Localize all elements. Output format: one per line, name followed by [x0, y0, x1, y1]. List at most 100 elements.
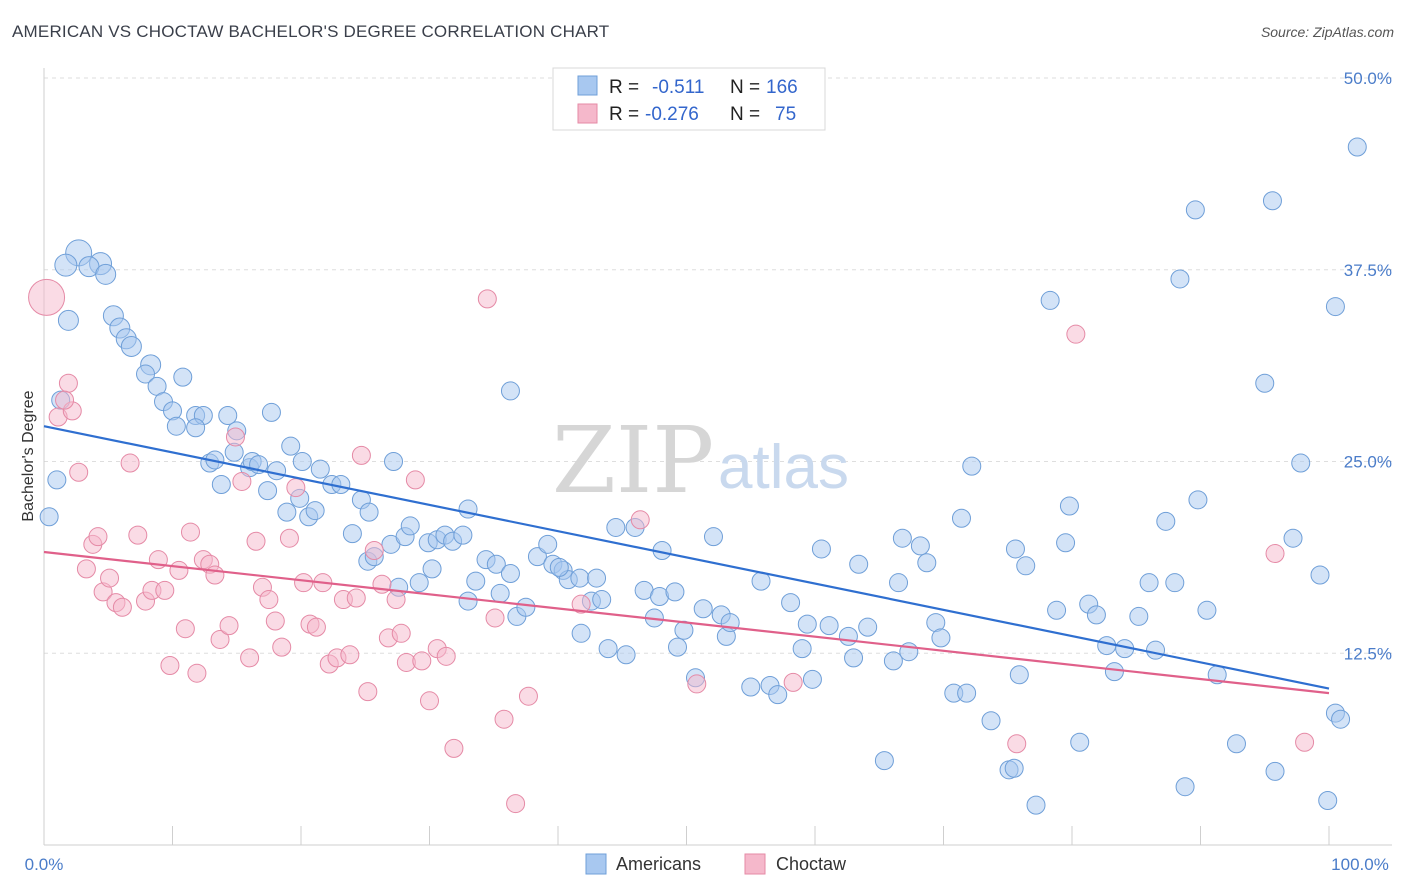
chart-title: AMERICAN VS CHOCTAW BACHELOR'S DEGREE CO… [12, 22, 610, 41]
data-point [175, 619, 195, 639]
data-point [1066, 324, 1086, 344]
data-point [587, 568, 607, 588]
data-point [294, 573, 314, 593]
data-point [703, 527, 723, 547]
data-point [386, 590, 406, 610]
data-point [538, 534, 558, 554]
legend-box [552, 67, 826, 131]
data-point [458, 499, 478, 519]
data-point [477, 289, 497, 309]
data-point [409, 573, 429, 593]
source-note: Source: ZipAtlas.com [1260, 24, 1394, 40]
data-point [802, 669, 822, 689]
data-point [166, 416, 186, 436]
data-point [598, 639, 618, 659]
data-point [1156, 511, 1176, 531]
data-point [506, 794, 526, 814]
data-point [58, 373, 78, 393]
legend-n-label-americans: N = [730, 77, 760, 98]
data-point [1129, 606, 1149, 626]
data-point [232, 471, 252, 491]
data-point [391, 623, 411, 643]
data-point [436, 646, 456, 666]
data-point [1188, 490, 1208, 510]
y-tick-labels: 12.5% 25.0% 37.5% 50.0% [1344, 69, 1392, 663]
data-point [527, 547, 547, 567]
data-point [1331, 709, 1351, 729]
data-point [606, 517, 626, 537]
data-point [120, 335, 142, 357]
bottom-legend-label-americans: Americans [616, 854, 701, 874]
data-point [797, 614, 817, 634]
data-point [1262, 191, 1282, 211]
top-legend: R = -0.511 N = 166 R = -0.276 N = 75 [552, 67, 826, 131]
data-point [305, 501, 325, 521]
data-point [466, 571, 486, 591]
x-tick-labels: 0.0% 100.0% [25, 826, 1389, 874]
data-point [420, 691, 439, 711]
data-point [570, 568, 590, 588]
data-point [1197, 600, 1217, 620]
data-point [1086, 605, 1106, 625]
data-point [218, 405, 238, 425]
bottom-legend-swatch-choctaw [744, 853, 766, 875]
bottom-legend: Americans Choctaw [585, 853, 847, 875]
data-point [1097, 636, 1117, 656]
data-point [571, 623, 591, 643]
x-tick-label: 0.0% [25, 855, 64, 874]
data-point [783, 672, 803, 692]
data-point [155, 580, 175, 600]
data-point [571, 594, 591, 614]
data-point [267, 461, 287, 481]
legend-r-value-americans: -0.511 [652, 77, 704, 98]
watermark: ZIP atlas [552, 407, 849, 514]
data-point [1175, 777, 1195, 797]
y-tick-label: 12.5% [1344, 644, 1392, 663]
data-point [1295, 732, 1315, 752]
data-point [1185, 200, 1205, 220]
bottom-legend-swatch-americans [585, 853, 607, 875]
data-point [28, 278, 66, 316]
y-tick-label: 25.0% [1344, 453, 1392, 472]
data-point [1283, 528, 1303, 548]
data-point [246, 531, 266, 551]
data-point [1047, 600, 1067, 620]
data-point [205, 565, 225, 585]
data-point [981, 711, 1001, 731]
data-point [1170, 269, 1190, 289]
data-point [1265, 761, 1285, 781]
data-point [160, 656, 180, 676]
data-point [258, 481, 278, 501]
data-point [490, 583, 510, 603]
data-point [340, 645, 360, 665]
series-points [39, 137, 1367, 815]
data-point [1165, 573, 1185, 593]
watermark-zip: ZIP [552, 407, 714, 514]
data-point [883, 651, 903, 671]
bottom-legend-label-choctaw: Choctaw [776, 854, 847, 874]
data-point [54, 253, 78, 277]
data-point [1347, 137, 1367, 157]
data-point [265, 611, 285, 631]
data-point [211, 475, 231, 495]
axes [43, 68, 1392, 846]
data-point [1059, 496, 1079, 516]
trend-line [43, 425, 1330, 690]
data-point [95, 263, 117, 285]
data-point [687, 674, 707, 694]
trend-lines [43, 425, 1330, 695]
data-point [100, 568, 120, 588]
data-point [693, 599, 713, 619]
data-point [240, 648, 260, 668]
data-point [358, 682, 378, 702]
data-point [668, 637, 688, 657]
data-point [76, 559, 96, 579]
data-point [364, 540, 384, 560]
legend-swatch-americans [577, 75, 598, 96]
data-point [1226, 734, 1246, 754]
data-point [359, 502, 379, 522]
x-tick-label: 100.0% [1331, 855, 1389, 874]
data-point [1040, 290, 1060, 310]
data-point [55, 390, 75, 410]
legend-r-label-americans: R = [609, 77, 639, 98]
